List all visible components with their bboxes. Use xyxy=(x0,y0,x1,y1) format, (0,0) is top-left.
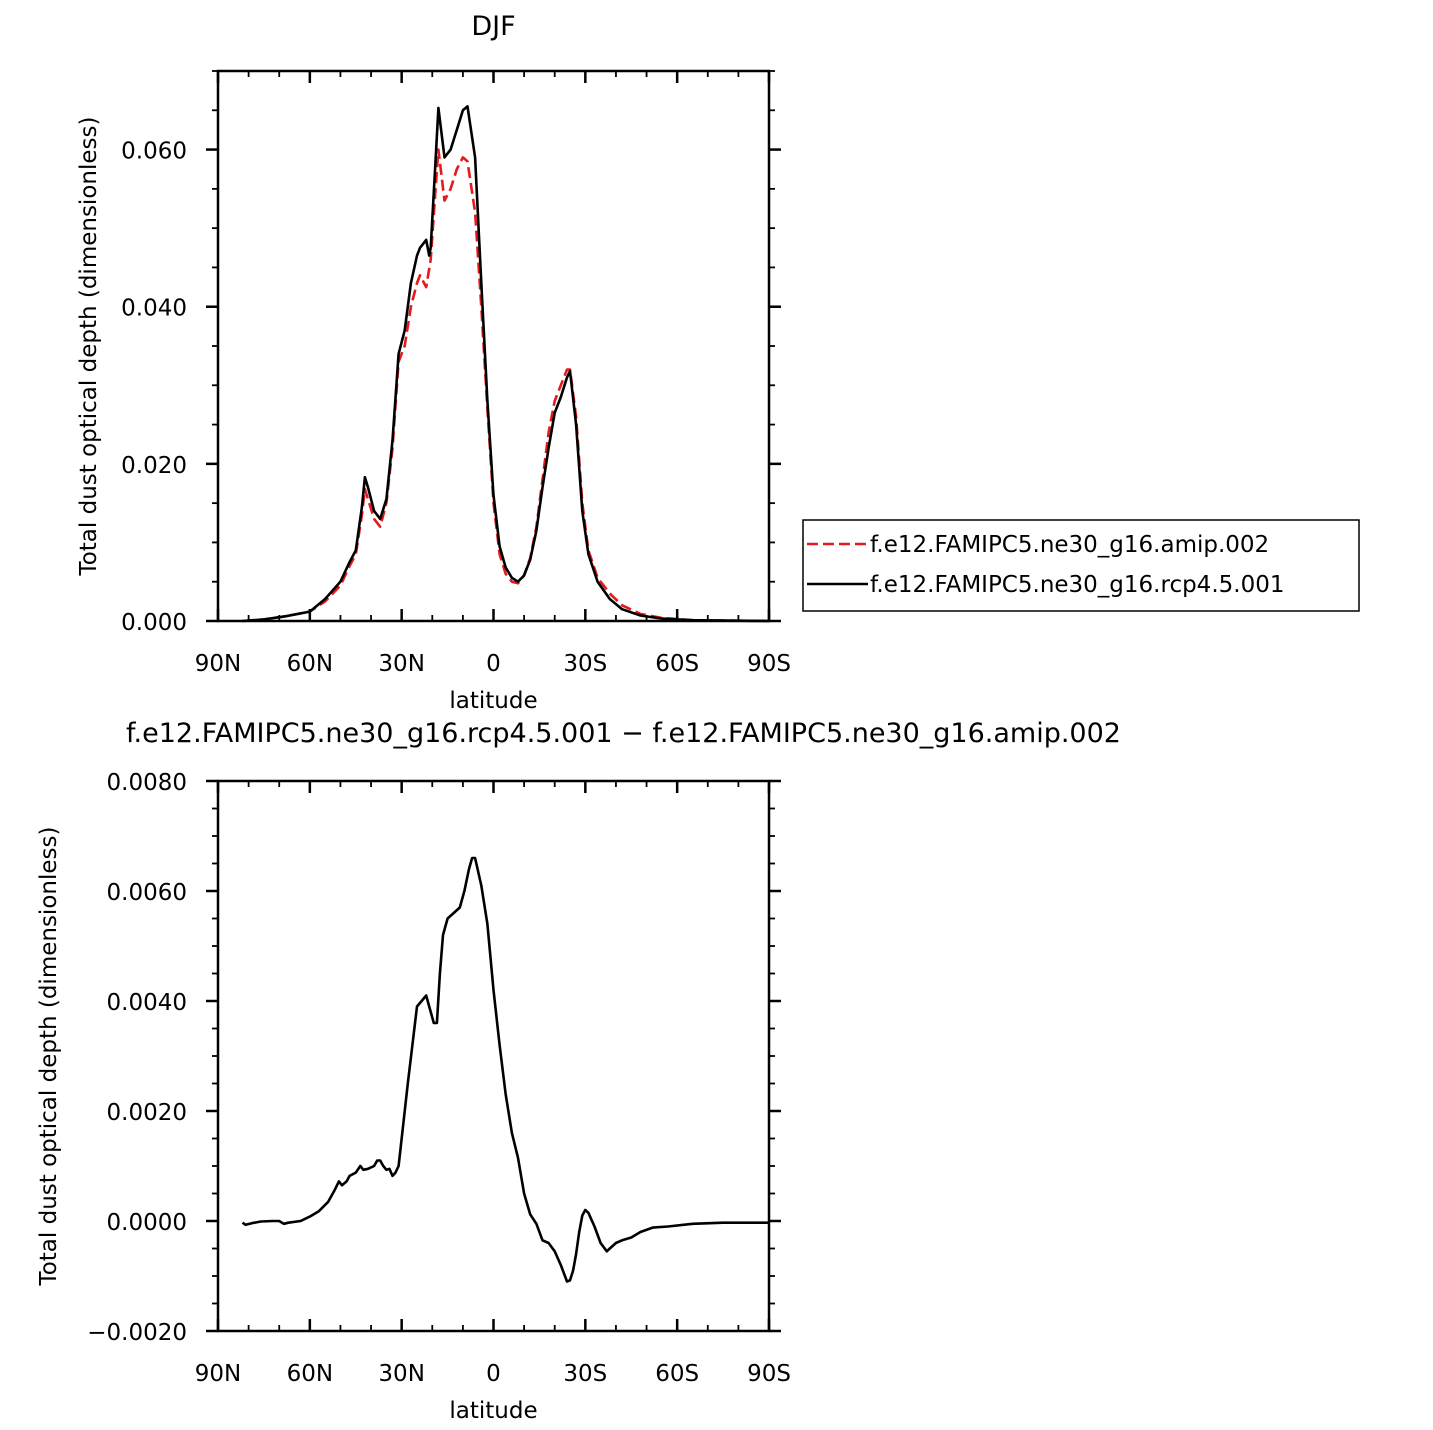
top-y-tick-label: 0.060 xyxy=(121,139,187,165)
top-x-tick-label: 0 xyxy=(486,651,501,677)
top-series-line-1 xyxy=(242,105,770,623)
bottom-x-tick-label: 90N xyxy=(195,1361,241,1387)
top-panel: 90N 60N 30N 0 30S 60S 90S0.0000.0200.0400.060 … xyxy=(76,11,791,714)
top-y-axis-label: Total dust optical depth (dimensionless) xyxy=(76,117,102,577)
top-plot-frame xyxy=(216,69,771,623)
bottom-x-tick-label: 0 xyxy=(486,1361,501,1387)
bottom-series-line-0 xyxy=(241,856,769,1283)
top-chart-title: DJF xyxy=(471,11,515,42)
top-x-tick-label: 30N xyxy=(378,651,424,677)
bottom-plot-frame xyxy=(216,779,771,1333)
bottom-panel: 90N 60N 30N 0 30S 60S 90S −0.0020 0.0000 0.0020 0.… xyxy=(36,718,1121,1424)
top-y-tick-label: 0.020 xyxy=(121,453,187,479)
bottom-y-tick-label: 0.0060 xyxy=(107,880,187,906)
bottom-x-tick-label: 60N xyxy=(287,1361,333,1387)
bottom-y-tick-label: −0.0020 xyxy=(87,1320,187,1346)
top-x-tick-label: 60S xyxy=(655,651,699,677)
bottom-x-tick-label: 60S xyxy=(655,1361,699,1387)
bottom-chart-title: f.e12.FAMIPC5.ne30_g16.rcp4.5.001 − f.e1… xyxy=(126,718,1121,749)
top-x-tick-label: 60N xyxy=(287,651,333,677)
top-x-tick-label: 30S xyxy=(563,651,607,677)
bottom-y-tick-label: 0.0040 xyxy=(107,990,187,1016)
bottom-y-axis-label: Total dust optical depth (dimensionless) xyxy=(36,827,62,1287)
top-y-tick-label: 0.040 xyxy=(121,296,187,322)
legend: f.e12.FAMIPC5.ne30_g16.amip.002 f.e12.FA… xyxy=(802,519,1360,612)
bottom-x-tick-label: 90S xyxy=(747,1361,791,1387)
bottom-ticks-layer: 90N 60N 30N 0 30S 60S 90S −0.0020 0.0000 0.0020 0.… xyxy=(87,770,791,1387)
bottom-x-axis-label: latitude xyxy=(449,1398,537,1424)
legend-label-amip: f.e12.FAMIPC5.ne30_g16.amip.002 xyxy=(870,532,1269,558)
legend-label-rcp: f.e12.FAMIPC5.ne30_g16.rcp4.5.001 xyxy=(870,572,1284,598)
bottom-series-layer xyxy=(241,856,769,1283)
bottom-y-tick-label: 0.0000 xyxy=(107,1210,187,1236)
top-ticks-layer: 90N 60N 30N 0 30S 60S 90S 0.000 0.020 0.040 0.060 xyxy=(121,70,791,677)
bottom-x-tick-label: 30N xyxy=(378,1361,424,1387)
top-x-axis-label: latitude xyxy=(449,688,537,714)
top-x-tick-label: 90N xyxy=(195,651,241,677)
legend-box xyxy=(802,519,1360,612)
top-series-layer xyxy=(242,105,770,623)
bottom-x-tick-label: 30S xyxy=(563,1361,607,1387)
top-series-line-0 xyxy=(242,148,770,623)
bottom-y-tick-label: 0.0080 xyxy=(107,770,187,796)
bottom-y-tick-label: 0.0020 xyxy=(107,1100,187,1126)
top-y-tick-label: 0.000 xyxy=(121,610,187,636)
top-x-tick-label: 90S xyxy=(747,651,791,677)
